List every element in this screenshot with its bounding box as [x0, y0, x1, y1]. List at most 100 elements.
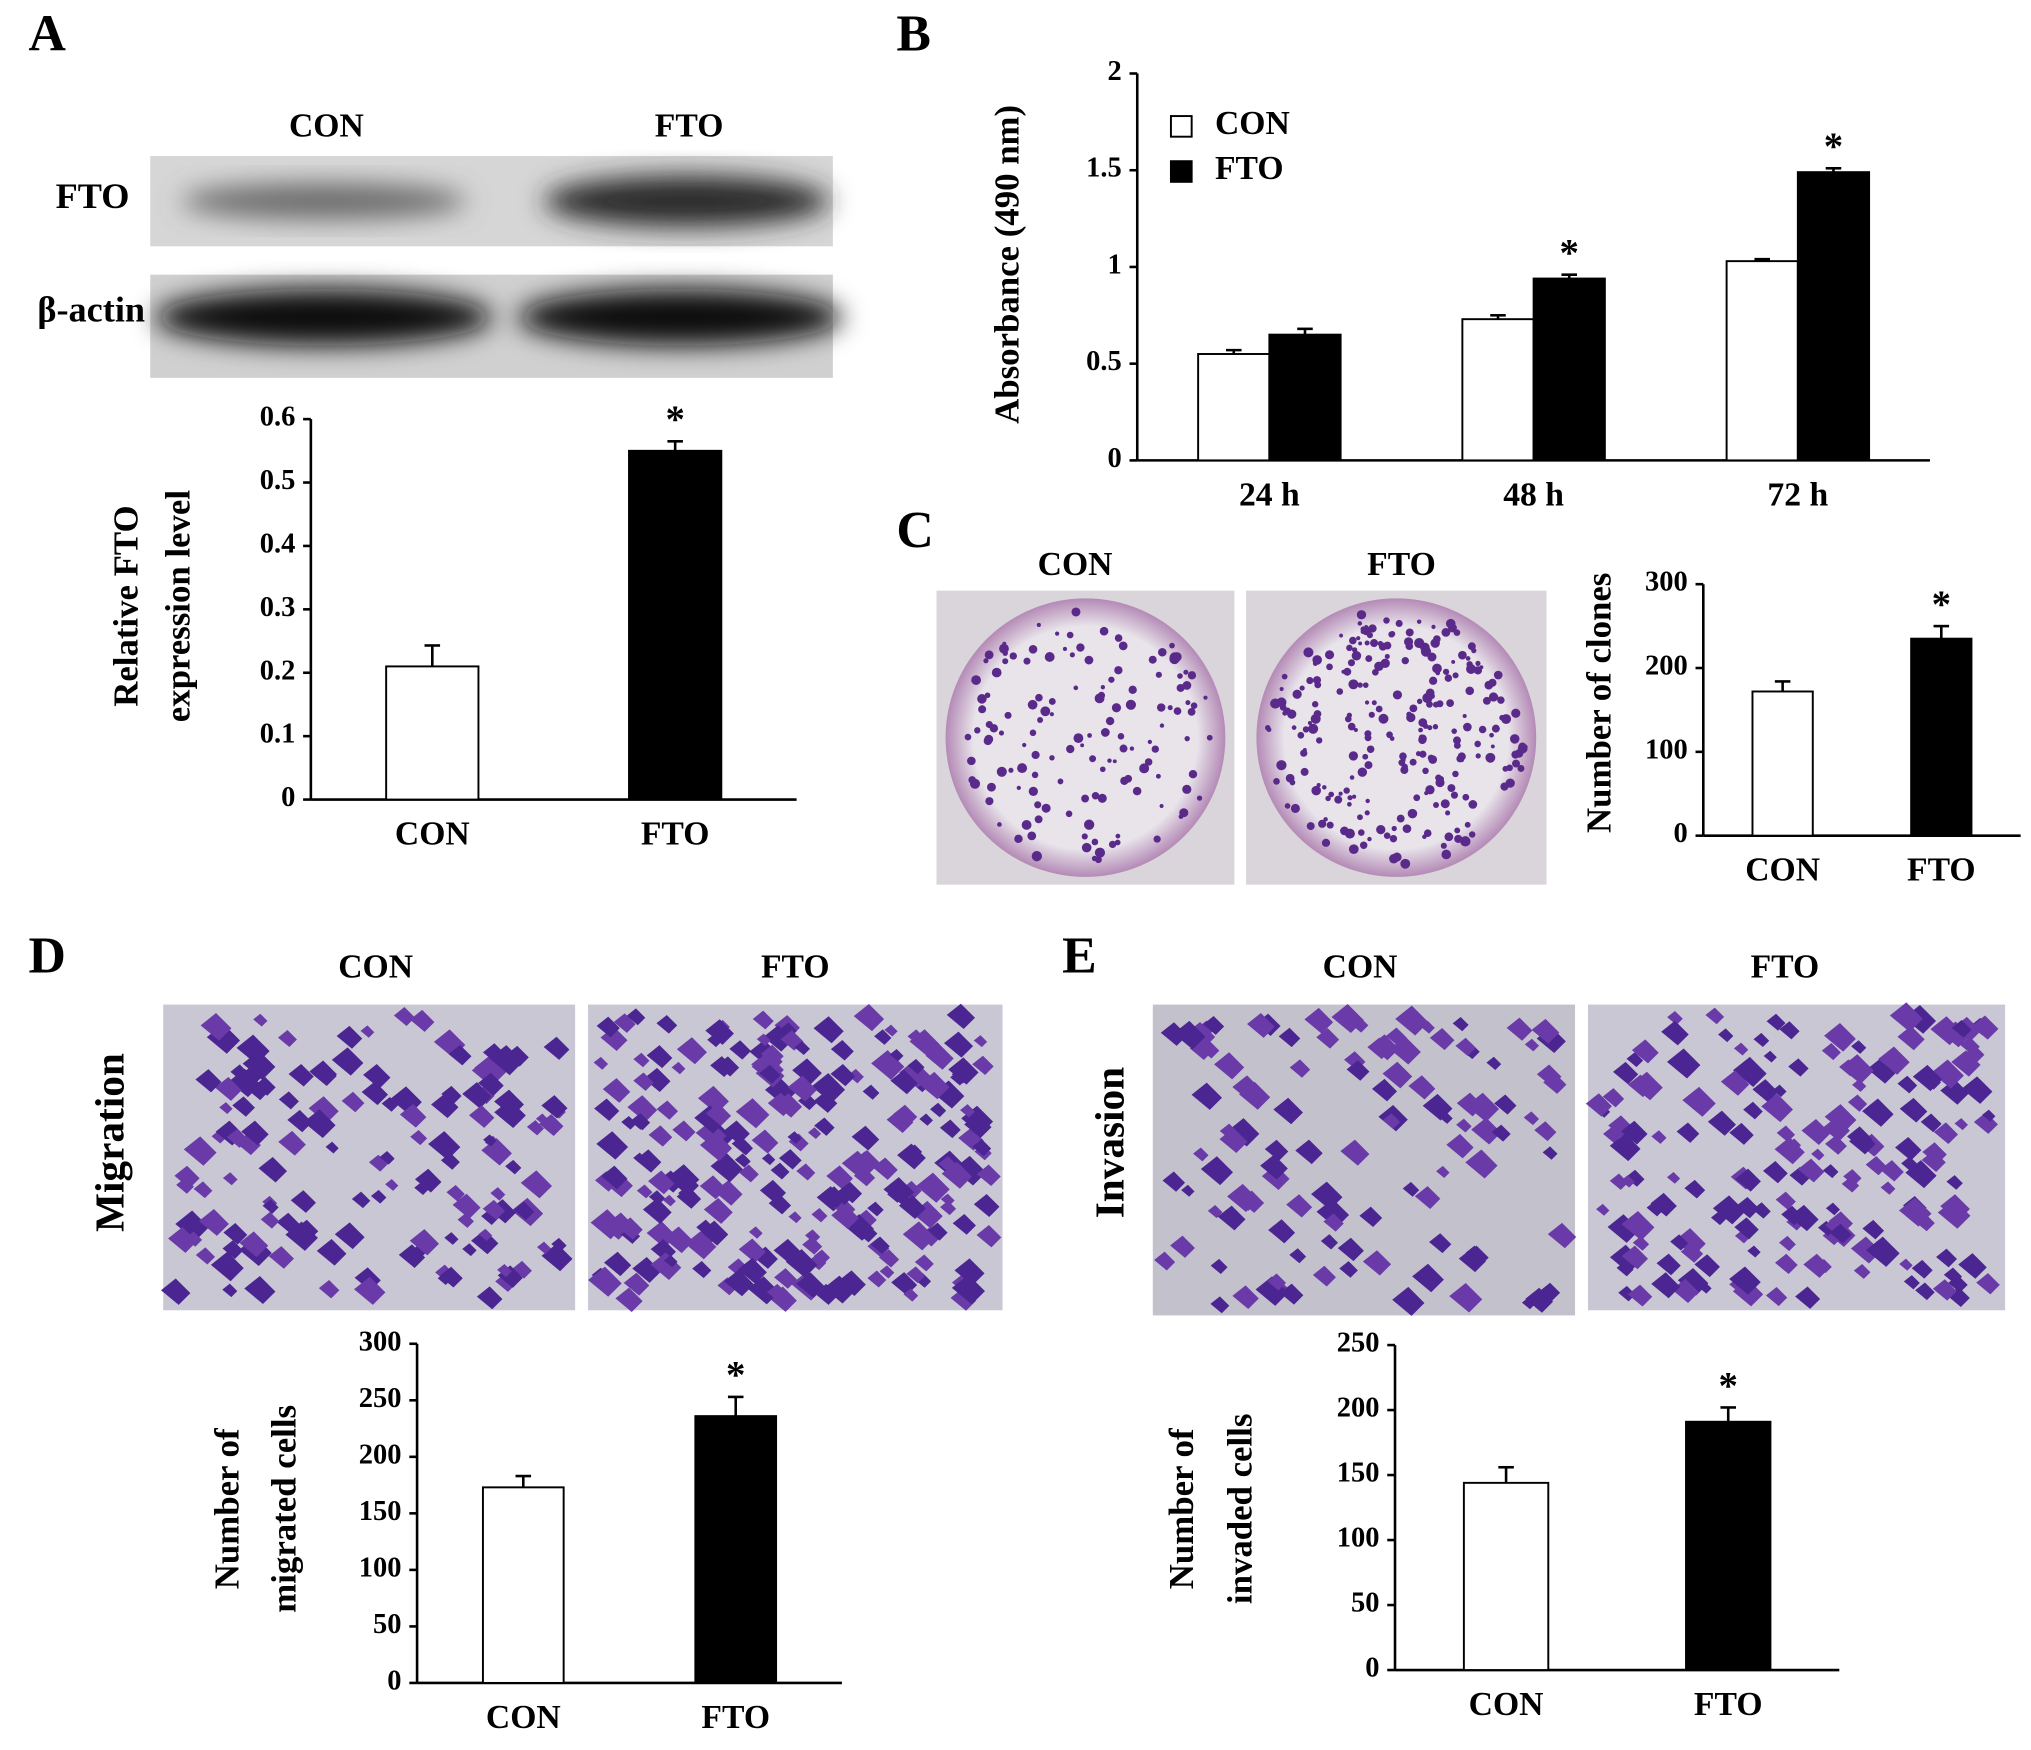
colony-dot: [964, 733, 972, 741]
bar: [481, 1486, 565, 1684]
cell: [1465, 1149, 1498, 1179]
cell: [457, 1213, 474, 1228]
cell: [940, 1200, 957, 1216]
cell: [1337, 1237, 1364, 1262]
colony-dot: [1440, 799, 1450, 809]
legend-label: FTO: [1215, 150, 1284, 187]
colony-dot: [1364, 810, 1370, 816]
colony-dot: [1156, 703, 1166, 712]
cell: [1743, 1101, 1763, 1120]
cell: [633, 1052, 650, 1068]
colony-dot: [1432, 663, 1442, 674]
cell: [1824, 1023, 1856, 1052]
cell: [176, 1177, 194, 1194]
cell: [428, 1131, 461, 1161]
y-tick-label: 0.6: [260, 402, 296, 433]
cell: [1651, 1130, 1667, 1144]
cell: [1889, 1002, 1923, 1032]
cell: [1312, 1265, 1336, 1287]
y-tick-label: 0: [1674, 818, 1688, 849]
cell: [1534, 1121, 1557, 1142]
error-bar: [1933, 624, 1950, 639]
panel-letter: A: [28, 6, 65, 63]
cell: [1901, 1156, 1919, 1173]
cell: [1429, 1028, 1455, 1051]
cell: [1948, 1275, 1968, 1293]
cell: [1973, 1112, 1998, 1134]
image-label: FTO: [761, 949, 830, 986]
cell: [1193, 1147, 1209, 1162]
legend-swatch: [1169, 160, 1193, 183]
cell: [648, 1125, 673, 1147]
y-tick-label: 0.1: [260, 719, 296, 750]
cell: [258, 1156, 287, 1183]
colony-dot: [1405, 628, 1414, 637]
colony-dot: [1306, 822, 1315, 831]
cell: [973, 1194, 1000, 1217]
colony-dot: [1512, 759, 1520, 768]
cell: [1429, 1233, 1452, 1254]
colony-dot: [1419, 750, 1427, 758]
colony-dot: [1128, 685, 1137, 694]
colony-dot: [1353, 728, 1358, 733]
cell: [513, 1201, 535, 1221]
cell: [1621, 1245, 1649, 1270]
image-label: CON: [338, 949, 413, 986]
cell: [1733, 1056, 1767, 1088]
colony-dot: [1364, 700, 1370, 705]
cell: [1203, 1016, 1225, 1035]
cell: [853, 1151, 876, 1172]
cell: [694, 1105, 726, 1134]
cell: [738, 1238, 766, 1263]
y-tick-label: 200: [1645, 651, 1688, 682]
y-axis-label: migrated cells: [265, 1405, 304, 1613]
cell: [1279, 1283, 1304, 1305]
cell: [1951, 1020, 1972, 1038]
colony-dot: [1028, 786, 1038, 797]
cell: [672, 1120, 696, 1142]
cell: [431, 1093, 459, 1119]
colony-dot: [1517, 764, 1525, 772]
colony-dot: [1118, 641, 1128, 651]
colony-dot: [1462, 793, 1470, 801]
colony-dot: [1509, 734, 1520, 744]
cell: [490, 1187, 506, 1201]
cell: [1676, 1122, 1700, 1143]
image-label: FTO: [1751, 949, 1820, 986]
colony-dot: [1147, 739, 1153, 745]
colony-dot: [1107, 758, 1112, 763]
cell: [1922, 1142, 1947, 1165]
cell: [856, 1209, 877, 1229]
x-tick-label: CON: [395, 816, 470, 853]
colony-dot: [983, 736, 993, 746]
cell: [1822, 1164, 1839, 1179]
colony-dot: [1282, 710, 1288, 716]
bar: [1751, 690, 1814, 837]
colony-dot: [1447, 784, 1456, 793]
cell: [1729, 1122, 1754, 1145]
colony-dot: [1444, 832, 1454, 842]
cell: [927, 1222, 948, 1241]
colony-dot: [1323, 817, 1328, 822]
cell: [1227, 1118, 1260, 1147]
cell: [1747, 1245, 1761, 1258]
cell: [1766, 1013, 1786, 1031]
cell: [811, 1073, 846, 1104]
cell: [446, 1184, 465, 1202]
bar: [1725, 260, 1799, 462]
cell: [1524, 1038, 1540, 1052]
cell: [1646, 1200, 1665, 1217]
colony-dot: [1401, 657, 1409, 665]
cell: [1670, 1234, 1689, 1251]
cell: [1753, 1032, 1770, 1048]
cell: [1506, 1017, 1533, 1041]
cell: [1547, 1222, 1577, 1249]
colony-dot: [1453, 742, 1461, 749]
colony-dot: [978, 705, 987, 714]
y-axis-label: Absorbance (490 nm): [987, 105, 1026, 424]
cell: [656, 1015, 678, 1034]
cell: [1323, 1213, 1344, 1232]
colony-dot: [1347, 801, 1352, 807]
cell: [1825, 1135, 1847, 1155]
row-title: Invasion: [1086, 1067, 1132, 1218]
